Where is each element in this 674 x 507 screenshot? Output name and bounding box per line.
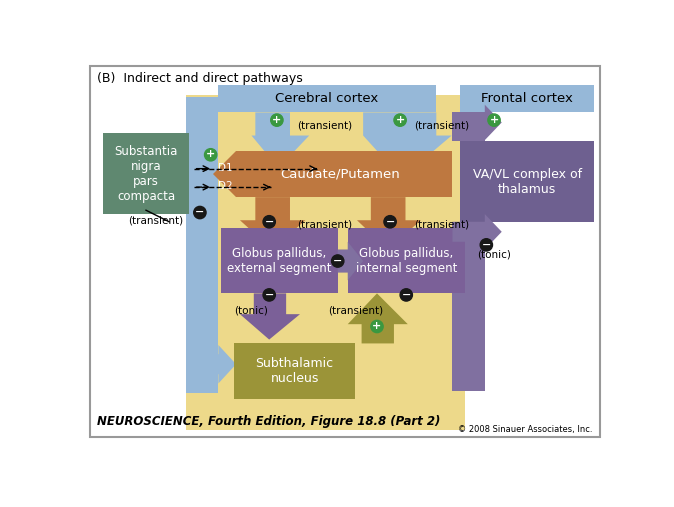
Circle shape [263,289,276,301]
Text: (transient): (transient) [297,219,353,229]
Bar [220,228,338,294]
Circle shape [332,255,344,267]
Polygon shape [452,214,501,249]
Text: (tonic): (tonic) [477,250,511,260]
Text: −: − [264,216,274,227]
Circle shape [204,149,217,161]
Bar [452,299,485,391]
Bar [452,113,485,141]
Bar [218,86,436,113]
Text: (transient): (transient) [127,215,183,225]
Polygon shape [338,242,363,280]
Text: +: + [372,321,381,331]
Text: Frontal cortex: Frontal cortex [481,92,573,105]
Text: +: + [489,115,499,125]
Polygon shape [363,113,452,178]
Text: VA/VL complex of
thalamus: VA/VL complex of thalamus [472,168,582,196]
Circle shape [480,239,493,251]
Text: −: − [264,289,274,300]
Text: (transient): (transient) [328,305,383,315]
Text: +: + [272,115,282,125]
Polygon shape [357,197,421,249]
Circle shape [271,114,283,126]
Circle shape [263,215,276,228]
Circle shape [394,114,406,126]
Bar [103,133,189,214]
Bar [236,151,452,197]
Text: +: + [206,150,215,159]
Bar [234,343,355,399]
Polygon shape [348,294,408,343]
Text: −: − [195,207,205,217]
Text: (tonic): (tonic) [235,305,268,315]
Circle shape [371,320,383,333]
Polygon shape [240,294,300,340]
Circle shape [488,114,500,126]
Bar [460,141,594,222]
Text: NEUROSCIENCE, Fourth Edition, Figure 18.8 (Part 2): NEUROSCIENCE, Fourth Edition, Figure 18.… [96,415,440,428]
Bar [460,86,594,113]
Text: © 2008 Sinauer Associates, Inc.: © 2008 Sinauer Associates, Inc. [458,425,592,434]
Circle shape [193,206,206,219]
Text: Globus pallidus,
internal segment: Globus pallidus, internal segment [356,247,457,275]
Polygon shape [240,197,305,249]
Text: −: − [386,216,395,227]
Bar [186,95,465,429]
Text: (transient): (transient) [414,121,469,130]
Bar [186,97,218,393]
Polygon shape [452,105,501,140]
Text: (transient): (transient) [297,121,353,130]
Circle shape [400,289,412,301]
Bar [348,228,465,294]
Polygon shape [213,151,236,197]
Text: Cerebral cortex: Cerebral cortex [275,92,379,105]
Text: −: − [402,289,411,300]
Text: (transient): (transient) [414,219,469,229]
Text: D1: D1 [218,163,233,173]
Bar [452,222,485,391]
Text: Caudate/Putamen: Caudate/Putamen [280,167,400,180]
Text: Subthalamic
nucleus: Subthalamic nucleus [255,357,334,385]
Text: (B)  Indirect and direct pathways: (B) Indirect and direct pathways [96,73,303,85]
Circle shape [384,215,396,228]
Text: Globus pallidus,
external segment: Globus pallidus, external segment [227,247,332,275]
Text: −: − [333,256,342,266]
Polygon shape [186,345,236,383]
Text: Substantia
nigra
pars
compacta: Substantia nigra pars compacta [115,145,178,203]
Text: −: − [482,239,491,249]
Text: +: + [396,115,404,125]
Polygon shape [251,113,309,168]
Text: D2: D2 [218,182,233,191]
